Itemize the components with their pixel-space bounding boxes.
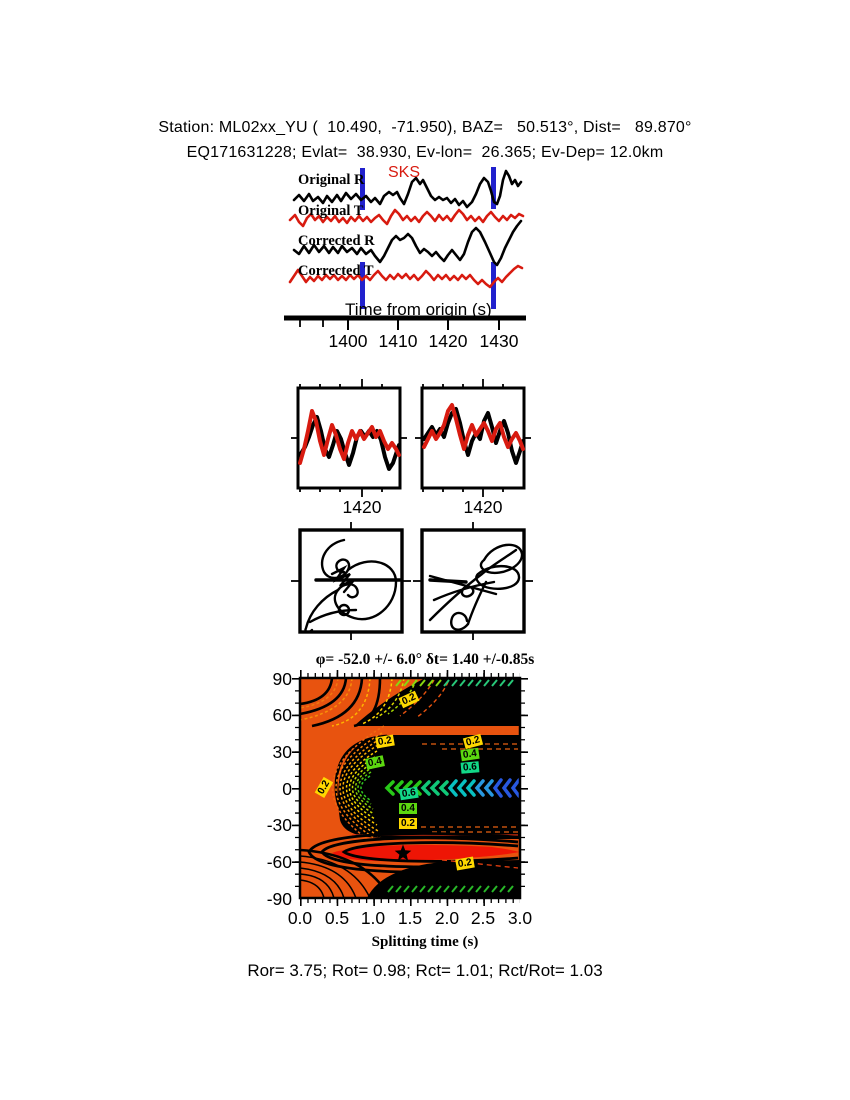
error-surface-contour-plot <box>292 670 528 906</box>
xtick-20: 2.0 <box>434 908 460 928</box>
splitting-time-axis-label: Splitting time (s) <box>371 934 479 950</box>
window-right-red-trace <box>422 403 525 451</box>
trough-chevrons <box>384 778 521 798</box>
trace-label-original-t: Original T <box>298 203 364 219</box>
contour-label-02-center: 0.2 <box>399 818 417 829</box>
hodogram-corrected-motion <box>428 543 524 631</box>
time-tick-1410: 1410 <box>378 331 418 351</box>
time-axis-label: Time from origin (s) <box>345 300 492 319</box>
ytick-0: 0 <box>282 779 292 799</box>
window-left-black-trace <box>298 415 401 471</box>
phase-label-sks: SKS <box>388 164 421 181</box>
seismogram-traces-plot <box>284 167 526 330</box>
window-right-tick-label: 1420 <box>463 497 503 517</box>
trace-label-corrected-t: Corrected T <box>298 263 374 279</box>
ytick-60: 60 <box>272 705 292 725</box>
window-panel-left-box <box>296 386 402 490</box>
hodogram-original-box <box>298 528 404 634</box>
particle-motion-panels <box>291 522 533 640</box>
time-axis <box>284 315 526 330</box>
ytick-m90: -90 <box>266 889 292 909</box>
window-panel-right-box <box>420 386 526 490</box>
trace-original-r <box>292 169 523 209</box>
xtick-30: 3.0 <box>507 908 533 928</box>
quality-ratios-text: Ror= 3.75; Rot= 0.98; Rct= 1.01; Rct/Rot… <box>247 961 603 980</box>
xtick-15: 1.5 <box>397 908 423 928</box>
ytick-90: 90 <box>272 669 292 689</box>
window-marker-bars <box>360 167 496 309</box>
xtick-10: 1.0 <box>360 908 386 928</box>
hodogram-corrected-box <box>420 528 526 634</box>
trace-corrected-t <box>288 264 524 289</box>
contour-axes-ticks <box>292 670 528 906</box>
time-tick-1400: 1400 <box>328 331 368 351</box>
contour-label-04-center: 0.4 <box>399 803 417 814</box>
trace-corrected-r <box>292 219 523 267</box>
splitting-result-title: φ= -52.0 +/- 6.0° δt= 1.40 +/-0.85s <box>315 651 535 668</box>
trace-original-t <box>288 208 525 228</box>
contour-label-06-right: 0.6 <box>460 761 480 774</box>
window-left-red-trace <box>298 409 401 465</box>
best-fit-star-icon <box>394 844 412 861</box>
ytick-30: 30 <box>272 742 292 762</box>
hodogram-original-motion <box>304 538 402 634</box>
contour-frame <box>298 676 522 900</box>
window-left-tick-label: 1420 <box>342 497 382 517</box>
xtick-05: 0.5 <box>324 908 350 928</box>
ytick-m60: -60 <box>266 852 292 872</box>
trace-label-original-r: Original R <box>298 172 365 188</box>
event-header: EQ171631228; Evlat= 38.930, Ev-lon= 26.3… <box>186 144 664 161</box>
hodogram-ticks <box>291 522 533 640</box>
xtick-00: 0.0 <box>287 908 313 928</box>
ytick-m30: -30 <box>266 815 292 835</box>
station-header: Station: ML02xx_YU ( 10.490, -71.950), B… <box>158 119 692 136</box>
time-tick-1430: 1430 <box>479 331 519 351</box>
time-tick-1420: 1420 <box>428 331 468 351</box>
trace-label-corrected-r: Corrected R <box>298 233 375 249</box>
xtick-25: 2.5 <box>470 908 496 928</box>
waveform-window-panels <box>291 379 531 497</box>
